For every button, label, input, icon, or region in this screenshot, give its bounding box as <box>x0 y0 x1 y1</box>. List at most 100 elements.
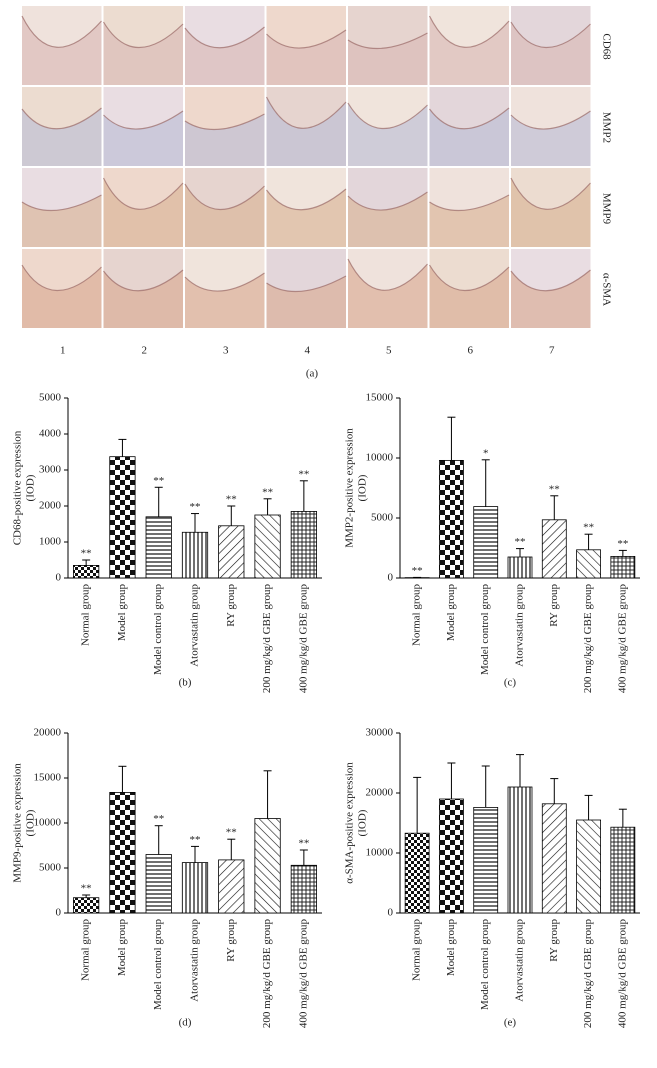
histology-image <box>21 168 102 247</box>
tissue <box>22 16 102 85</box>
column-label: 7 <box>549 345 555 357</box>
tissue-edge <box>21 15 102 48</box>
y-tick-label: 0 <box>388 572 394 584</box>
tissue <box>348 259 428 328</box>
tissue <box>185 273 265 328</box>
x-tick-label: RY group <box>548 919 560 962</box>
tissue-edge <box>184 272 265 292</box>
histology-image <box>21 87 102 166</box>
significance-label: ** <box>298 838 309 850</box>
x-tick-label: Model control group <box>479 584 491 676</box>
x-tick-label: Model group <box>445 584 457 642</box>
tissue-edge <box>266 188 347 211</box>
x-tick-label: 400 mg/kg/d GBE group <box>616 584 628 694</box>
significance-label: ** <box>298 468 309 480</box>
error-bar <box>413 776 422 834</box>
x-tick-label: Atorvastatin group <box>189 919 201 1002</box>
error-bar <box>263 770 272 819</box>
histology-image <box>102 168 184 247</box>
y-axis-label: (IOD) <box>25 474 37 501</box>
y-axis-label: α-SMA-positive expression <box>344 762 356 884</box>
x-tick-label: Model control group <box>479 919 491 1011</box>
bar <box>73 897 100 914</box>
tissue <box>103 111 183 166</box>
significance-label: ** <box>81 548 92 560</box>
tissue-edge <box>21 107 102 130</box>
tissue <box>22 195 102 247</box>
tissue-edge <box>428 264 510 291</box>
panel-caption: (a) <box>306 368 319 380</box>
bar <box>181 862 209 914</box>
significance-label: ** <box>81 883 92 895</box>
bar <box>576 819 601 914</box>
significance-label: ** <box>617 538 628 550</box>
error-bar <box>154 825 163 855</box>
column-label: 6 <box>468 345 474 357</box>
tissue <box>22 108 102 166</box>
x-tick-label: Model control group <box>152 919 164 1011</box>
y-tick-label: 4000 <box>39 428 62 440</box>
y-tick-label: 15000 <box>34 772 62 784</box>
tissue <box>266 97 346 166</box>
x-tick-label: RY group <box>225 584 237 627</box>
histology-image <box>510 87 591 166</box>
bar <box>254 818 281 914</box>
column-label: 4 <box>305 345 311 357</box>
histology-image <box>510 6 591 85</box>
significance-label: ** <box>262 486 273 498</box>
histology-image <box>510 249 591 328</box>
tissue-edge <box>429 194 510 212</box>
y-tick-label: 10000 <box>34 817 62 829</box>
tissue <box>511 22 591 85</box>
tissue-edge <box>184 183 265 210</box>
significance-label: ** <box>549 483 560 495</box>
chart-caption: (c) <box>504 677 517 689</box>
bar <box>473 506 499 579</box>
x-tick-label: 200 mg/kg/d GBE group <box>582 584 594 694</box>
bar <box>541 803 567 914</box>
tissue-edge <box>21 264 102 291</box>
histology-image <box>428 249 510 328</box>
histology-image <box>103 87 184 166</box>
histology-image <box>21 6 102 85</box>
bar <box>290 864 317 914</box>
error-bar <box>618 808 627 828</box>
error-bar <box>299 480 308 512</box>
x-tick-label: RY group <box>548 584 560 627</box>
tissue <box>511 270 591 328</box>
x-tick-label: 400 mg/kg/d GBE group <box>297 919 309 1029</box>
histology-image <box>266 6 347 85</box>
x-tick-label: Model control group <box>152 584 164 676</box>
y-tick-label: 0 <box>56 907 62 919</box>
x-tick-label: Normal group <box>80 919 92 982</box>
histology-image <box>428 6 510 85</box>
tissue <box>185 184 265 247</box>
y-axis-label: MMP9-positive expression <box>12 763 24 883</box>
error-bar <box>516 754 524 787</box>
error-bar <box>118 765 127 793</box>
error-bar <box>550 495 559 520</box>
y-tick-label: 5000 <box>39 862 62 874</box>
x-tick-label: Atorvastatin group <box>514 919 526 1002</box>
x-tick-label: Atorvastatin group <box>189 584 201 667</box>
y-tick-label: 5000 <box>371 512 394 524</box>
tissue-edge <box>429 107 510 130</box>
bar <box>610 826 636 914</box>
x-tick-label: Normal group <box>80 584 92 647</box>
chart-caption: (b) <box>179 677 192 689</box>
tissue-edge <box>102 177 184 210</box>
y-axis-label: (IOD) <box>357 474 369 501</box>
error-bar <box>447 762 456 799</box>
histology-image <box>184 87 265 166</box>
histology-image <box>429 168 510 247</box>
histology-image <box>103 249 184 328</box>
error-bar <box>154 486 163 517</box>
bar <box>404 832 430 914</box>
tissue <box>266 30 346 85</box>
tissue <box>348 103 428 166</box>
significance-label: * <box>483 447 489 459</box>
x-tick-label: 200 mg/kg/d GBE group <box>582 919 594 1029</box>
bar <box>473 807 499 914</box>
x-tick-label: Model group <box>445 919 457 977</box>
bar <box>145 854 172 914</box>
